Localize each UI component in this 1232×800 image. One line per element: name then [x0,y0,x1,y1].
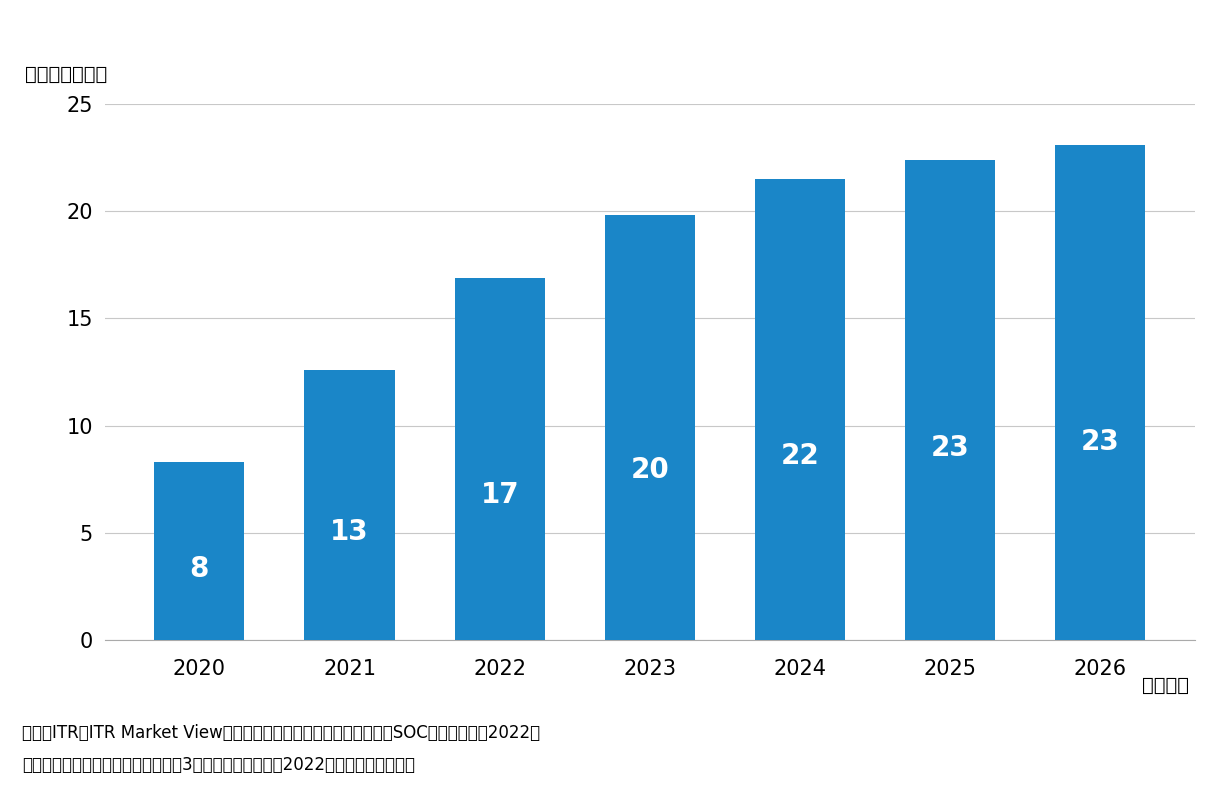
Text: 17: 17 [480,481,519,509]
Text: （単位：億円）: （単位：億円） [25,65,107,84]
Text: 8: 8 [190,555,209,583]
Text: 20: 20 [631,456,669,484]
Text: 22: 22 [781,442,819,470]
Bar [906,160,995,640]
Text: 23: 23 [1080,428,1120,456]
Text: （年度）: （年度） [1142,676,1189,695]
Bar [455,278,545,640]
Bar [1056,145,1146,640]
Bar [154,462,244,640]
Bar [304,370,394,640]
Bar [605,215,695,640]
Text: 出典：ITR『ITR Market View：ゲートウェイ・セキュリティ対策型SOCサービス市刂2022』: 出典：ITR『ITR Market View：ゲートウェイ・セキュリティ対策型S… [22,724,541,742]
Text: 13: 13 [330,518,368,546]
Text: ＊ベンダーの売上金額を対象とし、3月期ベースで换算。2022年度以降は予測値。: ＊ベンダーの売上金額を対象とし、3月期ベースで换算。2022年度以降は予測値。 [22,756,415,774]
Bar [755,179,845,640]
Text: 23: 23 [931,434,970,462]
